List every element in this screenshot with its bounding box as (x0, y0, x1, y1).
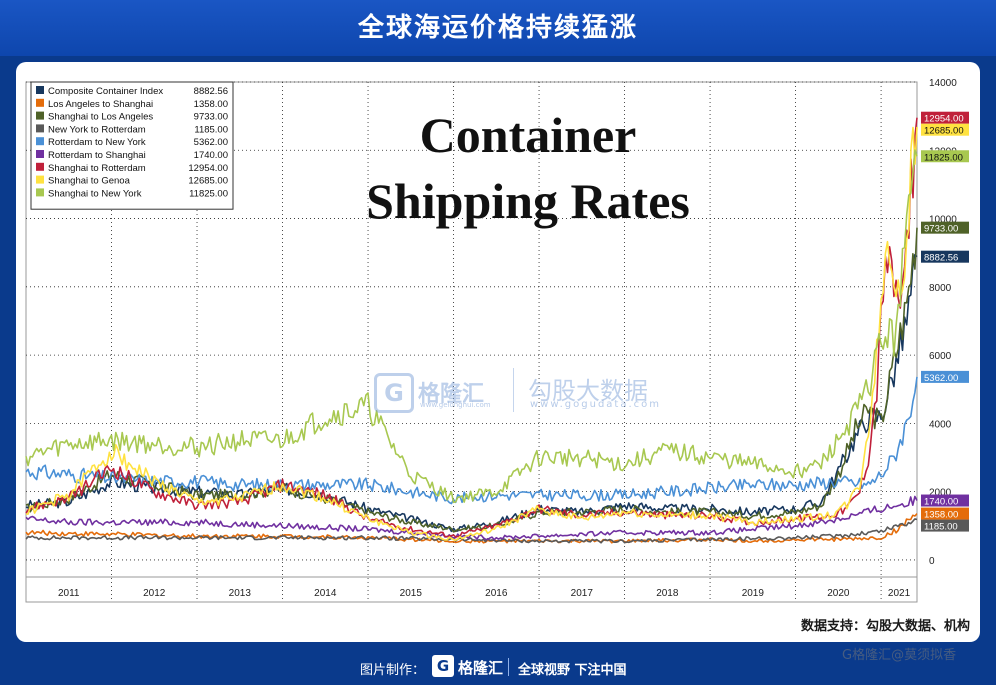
y-tick-label: 14000 (929, 78, 957, 89)
x-tick-label: 2021 (888, 588, 911, 599)
series-line (25, 227, 918, 533)
series-line (25, 518, 918, 544)
value-tag (921, 123, 969, 136)
y-tick-label: 2000 (929, 488, 952, 499)
value-tag (921, 519, 969, 532)
watermark-brand2-url: www.gogudata.com (530, 399, 662, 410)
legend-swatch (36, 175, 44, 184)
series-line (25, 117, 918, 538)
legend-swatch (36, 188, 44, 197)
x-tick-label: 2013 (229, 588, 252, 599)
value-tag-label: 12954.00 (924, 114, 964, 125)
legend-value: 12685.00 (188, 176, 228, 187)
x-tick-label: 2019 (742, 588, 765, 599)
chart-title: Shipping Rates (366, 173, 690, 229)
watermark-corner: G格隆汇@莫须拟香 (842, 648, 957, 663)
legend-swatch (36, 150, 44, 158)
series-line (25, 149, 918, 504)
chart-card: 0200040006000800010000120001400020112012… (16, 62, 980, 663)
watermark-logo-icon: G (374, 373, 414, 413)
value-tag-label: 1358.00 (924, 510, 958, 521)
legend-value: 12954.00 (188, 163, 228, 174)
legend-swatch (36, 162, 44, 171)
legend-label: Shanghai to New York (48, 188, 142, 199)
legend-value: 1358.00 (194, 99, 228, 110)
watermark-brand-url: www.gelonghui.com (420, 401, 491, 409)
x-tick-label: 2016 (485, 588, 508, 599)
banner-title: 全球海运价格持续猛涨 (0, 0, 996, 56)
value-tag (921, 250, 969, 263)
value-tag-label: 1740.00 (924, 497, 958, 508)
value-tag (921, 221, 969, 234)
y-tick-label: 0 (929, 556, 935, 567)
x-tick-label: 2014 (314, 588, 337, 599)
legend-label: Rotterdam to New York (48, 137, 146, 148)
legend-swatch (36, 86, 44, 94)
footer-made-by: 图片制作： (360, 663, 426, 678)
value-tag-label: 9733.00 (924, 224, 958, 235)
x-tick-label: 2012 (143, 588, 166, 599)
legend-swatch (36, 124, 44, 133)
footer-logo-text: 格隆汇 (458, 659, 504, 677)
legend-value: 1185.00 (194, 124, 228, 135)
series-line (25, 126, 918, 541)
legend-box (30, 81, 234, 210)
value-tag (921, 111, 969, 124)
value-tag-label: 12685.00 (924, 126, 964, 137)
legend-label: Composite Container Index (48, 86, 163, 97)
legend-value: 11825.00 (189, 188, 228, 199)
watermark-brand2: 勾股大数据 (528, 377, 648, 405)
y-tick-label: 4000 (929, 419, 952, 430)
y-tick-label: 6000 (929, 351, 952, 362)
shipping-rates-chart: 0200040006000800010000120001400020112012… (25, 78, 969, 603)
footer: 图片制作： G 格隆汇 全球视野 下注中国 (0, 648, 996, 685)
legend-label: Shanghai to Los Angeles (48, 112, 153, 123)
x-axis-band (25, 576, 918, 603)
value-tag-label: 11825.00 (924, 152, 963, 163)
watermark-brand: 格隆汇 (418, 382, 485, 407)
footer-slogan: 全球视野 下注中国 (518, 663, 627, 678)
x-tick-label: 2020 (827, 588, 850, 599)
x-tick-label: 2015 (400, 588, 423, 599)
legend-value: 5362.00 (194, 137, 228, 148)
series-line (25, 513, 918, 544)
legend-value: 1740.00 (194, 150, 228, 161)
legend-label: Shanghai to Genoa (48, 176, 131, 187)
value-tag (921, 370, 969, 383)
watermark-divider (513, 368, 514, 412)
value-tag (921, 150, 969, 163)
legend-label: Los Angeles to Shanghai (48, 99, 153, 110)
legend-swatch (36, 137, 44, 146)
y-tick-label: 10000 (929, 215, 957, 226)
legend-label: Shanghai to Rotterdam (48, 163, 146, 174)
legend-label: New York to Rotterdam (48, 124, 146, 135)
value-tag (921, 507, 969, 520)
value-tag (921, 494, 969, 507)
legend-value: 8882.56 (194, 86, 228, 97)
footer-logo-icon: G (432, 655, 454, 677)
legend-label: Rotterdam to Shanghai (48, 150, 146, 161)
source-note: 数据支持：勾股大数据、机构 (800, 619, 970, 634)
value-tag-label: 5362.00 (924, 373, 958, 384)
footer-divider (508, 658, 509, 676)
x-tick-label: 2017 (571, 588, 594, 599)
x-tick-label: 2018 (656, 588, 679, 599)
chart-title: Container (420, 107, 637, 163)
legend-value: 9733.00 (194, 112, 228, 123)
value-tag-label: 1185.00 (924, 522, 958, 533)
value-tag-label: 8882.56 (924, 253, 958, 264)
legend-swatch (36, 111, 44, 120)
legend-swatch (36, 98, 44, 107)
y-tick-label: 8000 (929, 283, 952, 294)
x-tick-label: 2011 (58, 588, 80, 599)
